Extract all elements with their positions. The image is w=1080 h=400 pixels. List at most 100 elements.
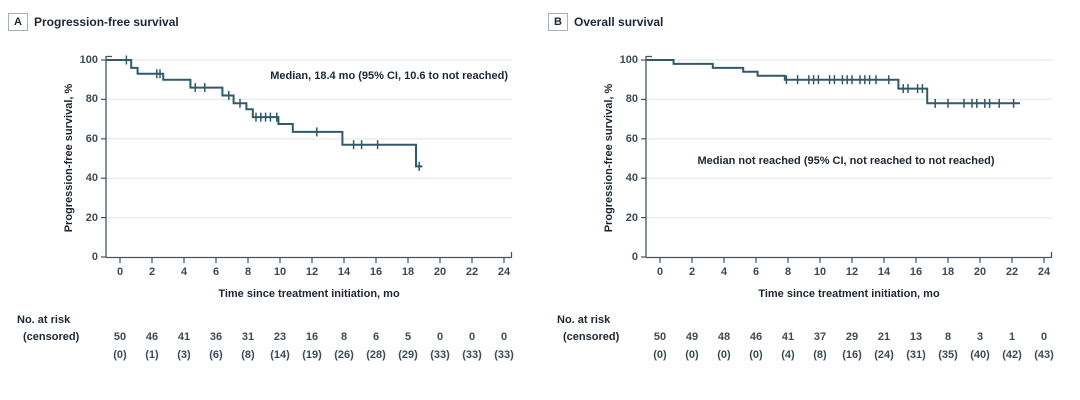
at-risk-value: 50 [653, 331, 667, 343]
x-tick-label: 10 [273, 266, 287, 278]
censor-ticks [785, 75, 1015, 108]
x-tick-label: 0 [116, 266, 124, 278]
y-tick-label: 60 [625, 132, 638, 145]
at-risk-value: 6 [372, 331, 380, 343]
x-tick-label: 12 [845, 266, 859, 278]
x-tick-labels: 0 2 4 6 8 10 12 14 16 18 20 22 24 [644, 266, 1060, 278]
at-risk-value: 8 [944, 331, 952, 343]
x-tick-label: 2 [688, 266, 696, 278]
y-tick-label: 40 [85, 172, 98, 185]
x-tick-label: 0 [656, 266, 664, 278]
censored-value: (19) [302, 349, 322, 361]
censored-value: (29) [398, 349, 418, 361]
at-risk-value: 0 [500, 331, 508, 343]
gridlines [106, 59, 512, 219]
panel-a: A Progression-free survival Progression-… [8, 13, 520, 361]
censored-value: (31) [906, 349, 926, 361]
y-tick-label: 100 [79, 54, 98, 66]
at-risk-row: 50 46 41 36 31 23 16 8 6 5 0 0 0 [104, 331, 520, 343]
panel-label: A [14, 16, 22, 28]
risk-table-header: No. at risk [17, 314, 71, 326]
risk-table-censored-header: (censored) [563, 331, 620, 343]
x-tick-label: 20 [973, 266, 987, 278]
y-tick-label: 0 [91, 250, 98, 263]
x-tick-label: 22 [1005, 266, 1019, 278]
x-tick-label: 4 [720, 266, 728, 278]
at-risk-value: 37 [813, 331, 827, 343]
censored-value: (33) [462, 349, 482, 361]
at-risk-value: 21 [877, 331, 891, 343]
y-tick-label: 100 [619, 54, 638, 66]
at-risk-value: 41 [781, 331, 795, 343]
x-tick-label: 14 [877, 266, 891, 278]
x-tick-label: 8 [244, 266, 252, 278]
at-risk-value: 48 [717, 331, 731, 343]
x-tick-label: 16 [369, 266, 383, 278]
censored-value: (35) [938, 349, 958, 361]
censored-value: (0) [113, 349, 127, 361]
y-tick-label: 60 [85, 132, 98, 145]
censored-value: (43) [1034, 349, 1054, 361]
panel-b: B Overall survival Progression-free surv… [540, 0, 1080, 400]
x-tick-label: 24 [497, 266, 511, 278]
at-risk-value: 36 [209, 331, 223, 343]
at-risk-value: 5 [404, 331, 412, 343]
censored-value: (8) [241, 349, 255, 361]
at-risk-value: 50 [113, 331, 127, 343]
x-tick-labels: 0 2 4 6 8 10 12 14 16 18 20 22 24 [104, 266, 520, 278]
at-risk-value: 46 [749, 331, 763, 343]
x-tick-label: 12 [305, 266, 319, 278]
median-annotation: Median not reached (95% CI, not reached … [697, 155, 995, 167]
x-tick-label: 2 [148, 266, 156, 278]
panel-title: Progression-free survival [34, 15, 179, 29]
at-risk-value: 49 [685, 331, 699, 343]
censored-row: (0) (1) (3) (6) (8) (14) (19) (26) (28) (29) (33) (… [104, 349, 520, 361]
gridlines [646, 59, 1052, 219]
censored-value: (8) [813, 349, 827, 361]
panel-label: B [554, 16, 562, 28]
censored-value: (14) [270, 349, 290, 361]
x-tick-label: 18 [941, 266, 955, 278]
censored-value: (6) [209, 349, 223, 361]
x-tick-label: 20 [433, 266, 447, 278]
at-risk-value: 23 [273, 331, 287, 343]
at-risk-value: 0 [436, 331, 444, 343]
at-risk-value: 0 [1040, 331, 1048, 343]
censored-value: (0) [717, 349, 731, 361]
risk-table-censored-header: (censored) [23, 331, 80, 343]
median-annotation: Median, 18.4 mo (95% CI, 10.6 to not rea… [270, 70, 508, 82]
censored-value: (33) [494, 349, 514, 361]
censored-value: (4) [781, 349, 795, 361]
km-plot-svg-b [641, 55, 1053, 263]
at-risk-row: 50 49 48 46 41 37 29 21 13 8 3 1 0 [644, 331, 1060, 343]
y-tick-labels: 100 80 60 40 20 0 [596, 54, 638, 263]
censored-value: (24) [874, 349, 894, 361]
x-tick-label: 24 [1037, 266, 1051, 278]
at-risk-value: 46 [145, 331, 159, 343]
x-tick-label: 8 [784, 266, 792, 278]
km-curve [646, 59, 1020, 105]
x-tick-label: 10 [813, 266, 827, 278]
x-tick-label: 16 [909, 266, 923, 278]
y-tick-label: 0 [631, 250, 638, 263]
x-tick-label: 6 [212, 266, 220, 278]
censored-value: (0) [749, 349, 763, 361]
panel-label-box: B [548, 13, 568, 31]
x-tick-label: 4 [180, 266, 188, 278]
censored-value: (16) [842, 349, 862, 361]
censored-value: (28) [366, 349, 386, 361]
km-plot-svg-a [101, 55, 513, 263]
at-risk-value: 31 [241, 331, 255, 343]
at-risk-value: 41 [177, 331, 191, 343]
x-tick-label: 14 [337, 266, 351, 278]
at-risk-value: 16 [305, 331, 319, 343]
x-tick-label: 6 [752, 266, 760, 278]
axes [101, 55, 513, 263]
y-tick-label: 20 [85, 211, 98, 224]
x-axis-title: Time since treatment initiation, mo [758, 288, 940, 300]
at-risk-value: 8 [340, 331, 348, 343]
censored-value: (0) [653, 349, 667, 361]
x-axis-title: Time since treatment initiation, mo [218, 288, 400, 300]
censored-value: (33) [430, 349, 450, 361]
axes [641, 55, 1053, 263]
